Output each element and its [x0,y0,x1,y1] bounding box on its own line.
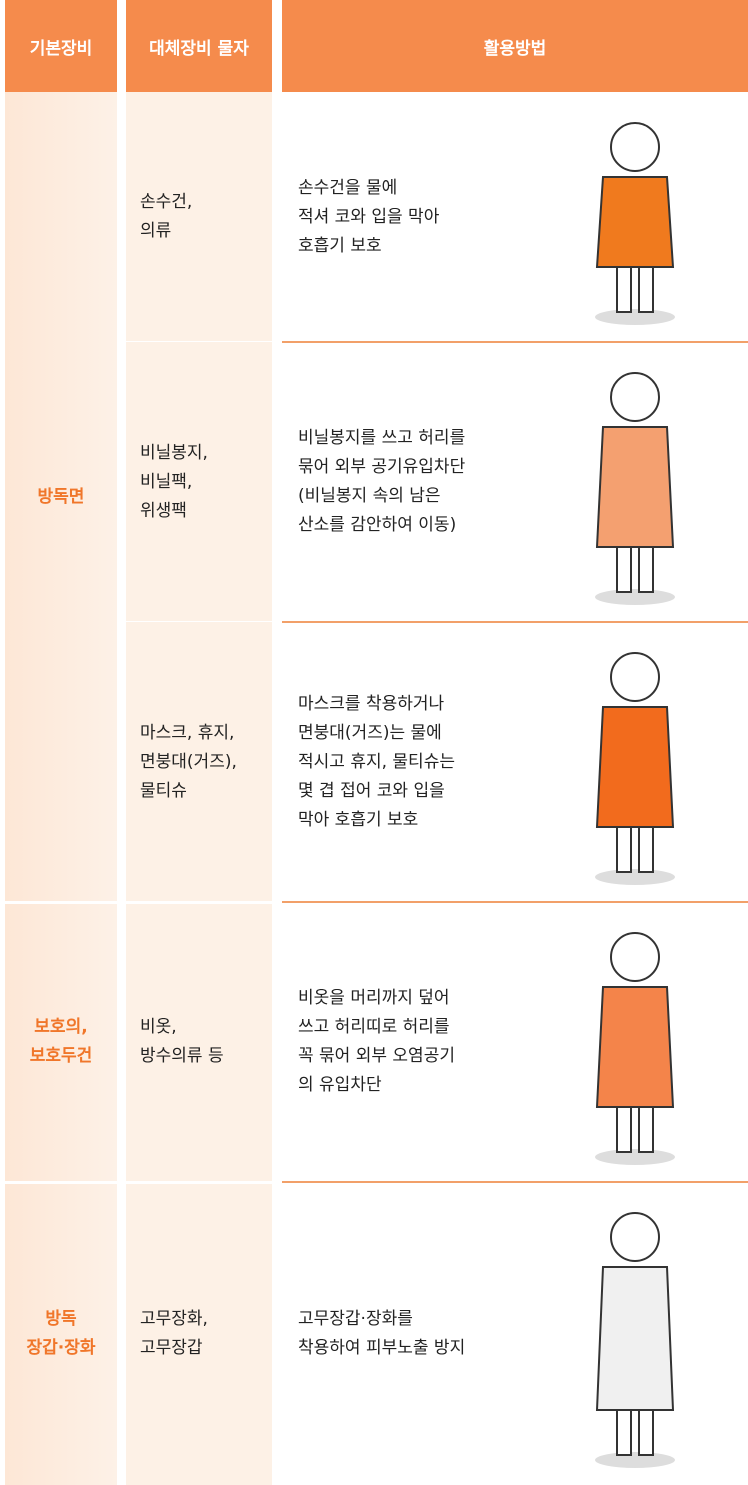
group-separator [126,1181,272,1184]
usage-text: 적시고 휴지, 물티슈는 [298,751,455,772]
usage-text: 호흡기 보호 [298,235,382,256]
illustration [595,122,675,325]
usage-text: 막아 호흡기 보호 [298,809,419,830]
group-name: 보호두건 [29,1046,93,1066]
item-text: 위생팩 [140,500,187,521]
header-cell: 기본장비 [5,0,117,92]
item-text: 비닐팩, [140,471,193,492]
group-separator [126,901,272,904]
usage-text: 쓰고 허리띠로 허리를 [298,1017,450,1037]
illustration [595,932,675,1165]
item-bg [126,622,272,902]
item-bg [126,92,272,342]
header-cell: 활용방법 [282,0,748,92]
item-text: 손수건, [140,192,193,212]
group-cell: 방독면 [5,92,117,902]
usage-text: 손수건을 물에 [298,177,398,198]
item-text: 마스크, 휴지, [140,722,235,743]
item-cell: 비옷, 방수의류 등 [140,902,272,1182]
item-bg [126,342,272,622]
usage-text: 적셔 코와 입을 막아 [298,206,440,227]
group-name: 보호의, [34,1017,88,1037]
item-text: 비옷, [140,1017,177,1037]
item-text: 비닐봉지, [140,442,208,463]
illustration [595,652,675,885]
usage-text: 꼭 묶어 외부 오염공기 [298,1046,455,1066]
item-text: 면붕대(거즈), [140,751,237,772]
usage-text: 산소를 감안하여 이동) [298,515,457,535]
item-text: 고무장화, [140,1308,208,1329]
group-separator [5,901,117,904]
row-separator [282,621,748,623]
item-cell: 손수건, 의류 [140,92,272,342]
item-bg [126,902,272,1182]
row-separator [282,901,748,903]
usage-text: 묶어 외부 공기유입차단 [298,457,466,477]
group-cell: 보호의, 보호두건 [5,902,117,1182]
usage-text: 의 유입차단 [298,1075,382,1095]
group-name: 방독면 [37,486,85,507]
usage-text: 마스크를 착용하거나 [298,693,445,714]
usage-text: 면붕대(거즈)는 물에 [298,722,442,743]
item-text: 고무장갑 [140,1337,203,1358]
usage-text: (비닐봉지 속의 남은 [298,486,441,506]
row-separator [282,341,748,343]
group-bg [5,92,117,902]
usage-text: 비옷을 머리까지 덮어 [298,988,450,1008]
usage-text: 비닐봉지를 쓰고 허리를 [298,428,466,448]
group-bg [5,902,117,1182]
item-cell: 마스크, 휴지, 면붕대(거즈), 물티슈 [140,622,272,902]
item-cell: 비닐봉지, 비닐팩, 위생팩 [140,342,272,622]
row-separator [282,1181,748,1183]
item-bg [126,1182,272,1485]
illustration [595,372,675,605]
group-bg [5,1182,117,1485]
illustration [595,1212,675,1468]
group-name: 장갑·장화 [26,1337,96,1358]
item-text: 의류 [140,221,172,241]
usage-text: 몇 겹 접어 코와 입을 [298,780,445,801]
usage-text: 고무장갑·장화를 [298,1308,413,1329]
item-text: 방수의류 등 [140,1046,224,1066]
group-separator [5,1181,117,1184]
usage-text: 착용하여 피부노출 방지 [298,1337,466,1358]
item-text: 물티슈 [140,780,187,801]
group-name: 방독 [45,1308,77,1329]
item-cell: 고무장화, 고무장갑 [140,1182,272,1485]
header-cell: 대체장비 물자 [126,0,272,92]
